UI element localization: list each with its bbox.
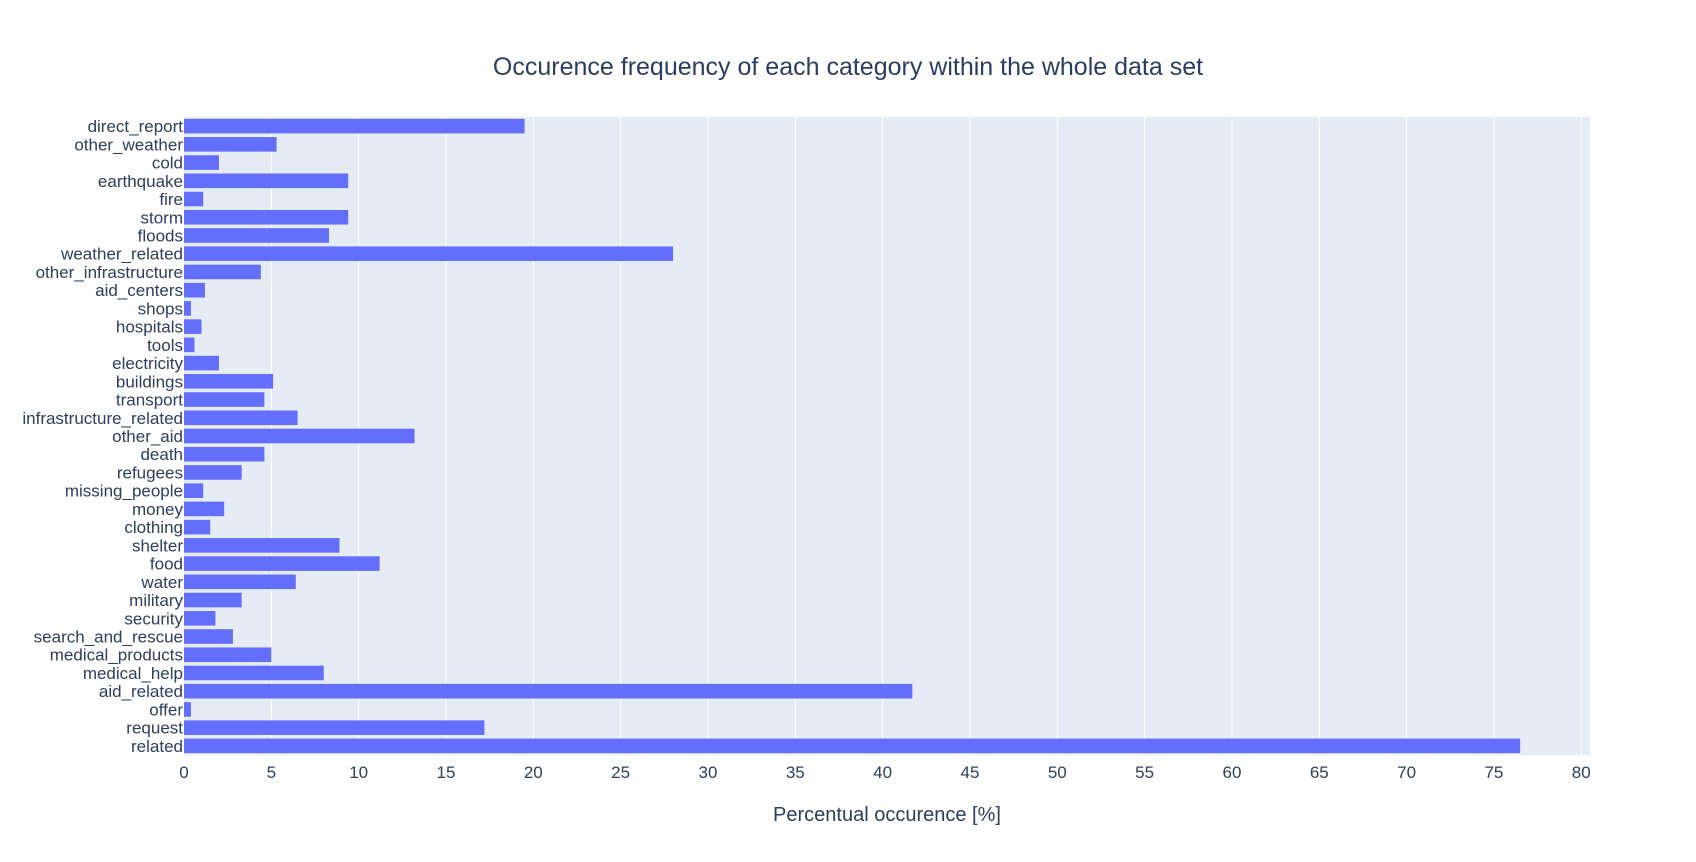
y-tick-label: military	[129, 591, 183, 610]
y-tick-label: aid_related	[99, 682, 183, 701]
x-tick-label: 35	[786, 763, 805, 782]
bar-cold[interactable]	[184, 155, 219, 170]
y-tick-label: fire	[159, 190, 183, 209]
bar-other-aid[interactable]	[184, 428, 415, 444]
bar-water[interactable]	[184, 574, 296, 590]
x-tick-label: 30	[699, 763, 718, 782]
bar-direct-report[interactable]	[184, 118, 525, 134]
bar-hospitals[interactable]	[184, 319, 202, 334]
bar-aid-related[interactable]	[184, 683, 913, 699]
y-tick-label: tools	[147, 336, 183, 355]
x-axis-label: Percentual occurence [%]	[773, 804, 1001, 826]
bars	[184, 118, 1521, 754]
x-tick-label: 75	[1484, 763, 1503, 782]
x-tick-label: 60	[1222, 763, 1241, 782]
y-tick-label: death	[140, 445, 183, 464]
bar-other-weather[interactable]	[184, 137, 277, 152]
bar-missing-people[interactable]	[184, 483, 204, 498]
y-tick-labels: relatedrequestofferaid_relatedmedical_he…	[22, 117, 183, 756]
bar-shops[interactable]	[184, 301, 191, 316]
bar-storm[interactable]	[184, 209, 349, 225]
bar-weather-related[interactable]	[184, 246, 674, 262]
y-tick-label: cold	[152, 154, 183, 173]
y-tick-label: floods	[138, 226, 183, 245]
bar-electricity[interactable]	[184, 355, 219, 371]
bar-refugees[interactable]	[184, 465, 242, 480]
bar-tools[interactable]	[184, 337, 195, 353]
x-tick-label: 0	[179, 763, 188, 782]
y-tick-label: missing_people	[65, 482, 183, 501]
bar-medical-products[interactable]	[184, 647, 272, 663]
bar-money[interactable]	[184, 501, 225, 517]
bar-related[interactable]	[184, 738, 1521, 754]
y-tick-label: food	[150, 555, 183, 574]
y-tick-label: offer	[149, 700, 183, 719]
y-tick-label: request	[126, 719, 183, 738]
bar-offer[interactable]	[184, 702, 191, 717]
y-tick-label: earthquake	[98, 172, 183, 191]
bar-floods[interactable]	[184, 228, 329, 243]
bar-medical-help[interactable]	[184, 665, 324, 681]
x-tick-label: 15	[437, 763, 456, 782]
y-tick-label: search_and_rescue	[34, 628, 183, 647]
chart-title: Occurence frequency of each category wit…	[493, 53, 1203, 81]
y-tick-label: aid_centers	[95, 281, 183, 300]
y-tick-label: other_infrastructure	[36, 263, 183, 282]
grid-lines	[270, 117, 1582, 755]
bar-buildings[interactable]	[184, 374, 274, 389]
bar-transport[interactable]	[184, 392, 265, 407]
y-tick-label: security	[124, 609, 183, 628]
bar-food[interactable]	[184, 556, 380, 571]
bar-infrastructure-related[interactable]	[184, 410, 298, 426]
y-tick-label: buildings	[116, 372, 183, 391]
bar-search-and-rescue[interactable]	[184, 629, 233, 644]
y-tick-label: other_weather	[74, 135, 183, 154]
y-tick-label: related	[131, 737, 183, 756]
bar-earthquake[interactable]	[184, 173, 349, 189]
y-tick-label: hospitals	[116, 318, 183, 337]
bar-clothing[interactable]	[184, 519, 211, 535]
y-tick-label: shelter	[132, 536, 183, 555]
x-tick-label: 50	[1048, 763, 1067, 782]
y-tick-label: other_aid	[112, 427, 183, 446]
y-tick-label: medical_help	[83, 664, 183, 683]
y-tick-label: weather_related	[60, 245, 183, 264]
bar-security[interactable]	[184, 610, 216, 626]
y-tick-label: transport	[116, 391, 183, 410]
bar-other-infrastructure[interactable]	[184, 264, 261, 280]
x-tick-label: 20	[524, 763, 543, 782]
bar-military[interactable]	[184, 592, 242, 608]
y-tick-label: medical_products	[50, 646, 183, 665]
bar-shelter[interactable]	[184, 538, 340, 553]
x-tick-label: 65	[1310, 763, 1329, 782]
bar-death[interactable]	[184, 446, 265, 462]
y-tick-label: clothing	[124, 518, 183, 537]
plot-background	[184, 117, 1590, 755]
x-tick-label: 55	[1135, 763, 1154, 782]
bar-request[interactable]	[184, 720, 485, 735]
y-tick-label: storm	[141, 208, 184, 227]
x-tick-label: 10	[349, 763, 368, 782]
y-tick-label: infrastructure_related	[22, 409, 183, 428]
x-tick-labels: 0 5 10 15 20 25 30 35 40 45 50 55 60 65 70 75 80	[179, 763, 1590, 782]
y-tick-label: shops	[138, 299, 183, 318]
y-tick-label: money	[132, 500, 184, 519]
y-tick-label: refugees	[117, 463, 183, 482]
bar-fire[interactable]	[184, 191, 204, 207]
y-tick-label: water	[140, 573, 183, 592]
x-tick-label: 25	[611, 763, 630, 782]
y-tick-label: direct_report	[88, 117, 184, 136]
y-tick-label: electricity	[112, 354, 183, 373]
x-tick-label: 40	[873, 763, 892, 782]
x-tick-label: 45	[961, 763, 980, 782]
bar-aid-centers[interactable]	[184, 282, 205, 298]
x-tick-label: 80	[1572, 763, 1591, 782]
x-tick-label: 5	[267, 763, 276, 782]
x-tick-label: 70	[1397, 763, 1416, 782]
